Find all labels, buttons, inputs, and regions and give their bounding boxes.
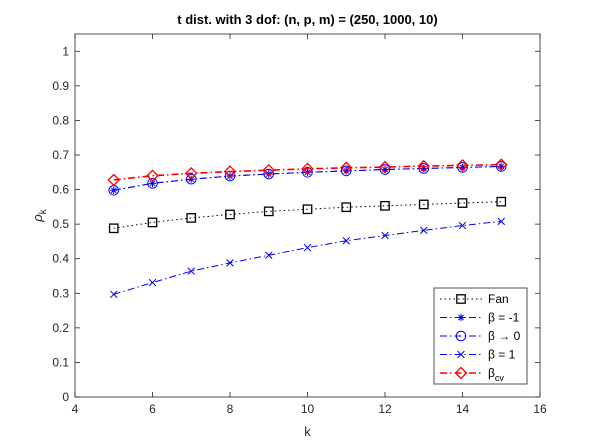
data-point [184, 167, 198, 180]
data-point [223, 165, 237, 178]
data-point [497, 162, 505, 171]
data-point [108, 223, 119, 234]
data-point [379, 164, 391, 175]
data-point [417, 159, 431, 173]
y-tick-label: 0.5 [52, 217, 69, 231]
series-line [113, 165, 502, 191]
y-tick-label: 0.8 [52, 113, 69, 127]
data-point [418, 199, 429, 210]
x-tick-label: 8 [227, 402, 234, 416]
legend-entry: β = 1 [440, 348, 516, 362]
data-point [262, 163, 276, 177]
x-tick-label: 6 [149, 402, 156, 416]
data-point [341, 202, 352, 213]
data-point [494, 158, 508, 171]
y-axis-label-main: ρ [30, 214, 45, 223]
y-tick-label: 0 [62, 390, 69, 404]
x-tick-label: 14 [456, 402, 470, 416]
data-point [302, 204, 313, 215]
data-point [147, 178, 158, 189]
data-point [148, 278, 157, 287]
data-point [497, 217, 506, 226]
data-point [496, 196, 507, 207]
data-point [495, 161, 507, 172]
y-tick-label: 0.3 [52, 286, 69, 300]
data-point [381, 231, 389, 240]
legend-entry: βcv [440, 366, 504, 383]
y-tick-label: 1 [62, 44, 69, 58]
data-point [110, 186, 118, 194]
data-point [225, 209, 235, 220]
y-tick-label: 0.7 [52, 148, 69, 162]
legend-label: β → 0 [488, 329, 521, 343]
data-point [147, 217, 158, 228]
data-point [185, 173, 197, 185]
data-point [458, 221, 467, 230]
legend-entry: β = -1 [440, 311, 520, 325]
y-axis-label: ρk [30, 208, 49, 222]
x-tick-label: 4 [72, 402, 79, 416]
y-tick-label: 0.6 [52, 183, 69, 197]
legend-entry: Fan [440, 292, 509, 306]
svg-text:ρk: ρk [30, 208, 49, 222]
series-2 [108, 161, 507, 196]
legend-label: βcv [488, 366, 504, 383]
data-point [457, 198, 468, 208]
data-point [456, 159, 469, 172]
chart-title: t dist. with 3 dof: (n, p, m) = (250, 10… [177, 12, 437, 27]
data-point [301, 162, 314, 176]
legend-entries: Fan β = -1 β → 0 β = 1 βcv [440, 292, 521, 383]
y-tick-label: 0.9 [52, 79, 69, 93]
data-point [378, 160, 392, 174]
legend-marker [456, 294, 466, 304]
y-tick-label: 0.1 [52, 355, 69, 369]
y-axis-label-sub: k [38, 208, 49, 214]
y-tick-label: 0.4 [52, 252, 69, 266]
data-point [226, 259, 234, 267]
data-point [187, 267, 196, 275]
legend-label: β = -1 [488, 311, 520, 325]
x-tick-label: 16 [533, 402, 547, 416]
x-tick-label: 12 [378, 402, 392, 416]
data-point [186, 213, 197, 223]
series-4 [107, 158, 508, 187]
data-point [342, 236, 351, 245]
data-point [302, 166, 313, 178]
data-point [339, 161, 353, 175]
x-axis-label: k [304, 424, 311, 439]
data-point [303, 243, 312, 252]
y-tick-label: 0.2 [52, 321, 69, 335]
data-point [109, 290, 118, 299]
data-point [263, 168, 275, 180]
legend-entry: β → 0 [440, 329, 521, 343]
data-point [457, 162, 468, 173]
legend-label: β = 1 [488, 348, 516, 362]
legend: Fan β = -1 β → 0 β = 1 βcv [433, 287, 528, 385]
legend-marker [454, 366, 468, 380]
data-point [419, 226, 428, 235]
legend-marker [457, 350, 465, 359]
data-point [146, 169, 159, 183]
data-point [340, 165, 352, 177]
legend-marker [457, 313, 465, 322]
tick-layer: 4 6 8 10 12 14 16 0 0.1 0.2 0.3 0.4 0.5 0.6 0.7 0.8 0.9 1 [52, 34, 547, 416]
legend-label: Fan [488, 292, 509, 306]
data-point [107, 173, 121, 187]
x-tick-label: 10 [301, 402, 315, 416]
data-point [264, 251, 273, 260]
series-line [113, 201, 502, 229]
series-3 [109, 217, 506, 299]
series-layer [107, 158, 508, 299]
data-point [263, 206, 274, 217]
data-point [418, 163, 430, 174]
series-line [113, 163, 502, 181]
legend-marker [455, 330, 467, 342]
data-point [380, 200, 390, 211]
series-0 [108, 196, 507, 234]
